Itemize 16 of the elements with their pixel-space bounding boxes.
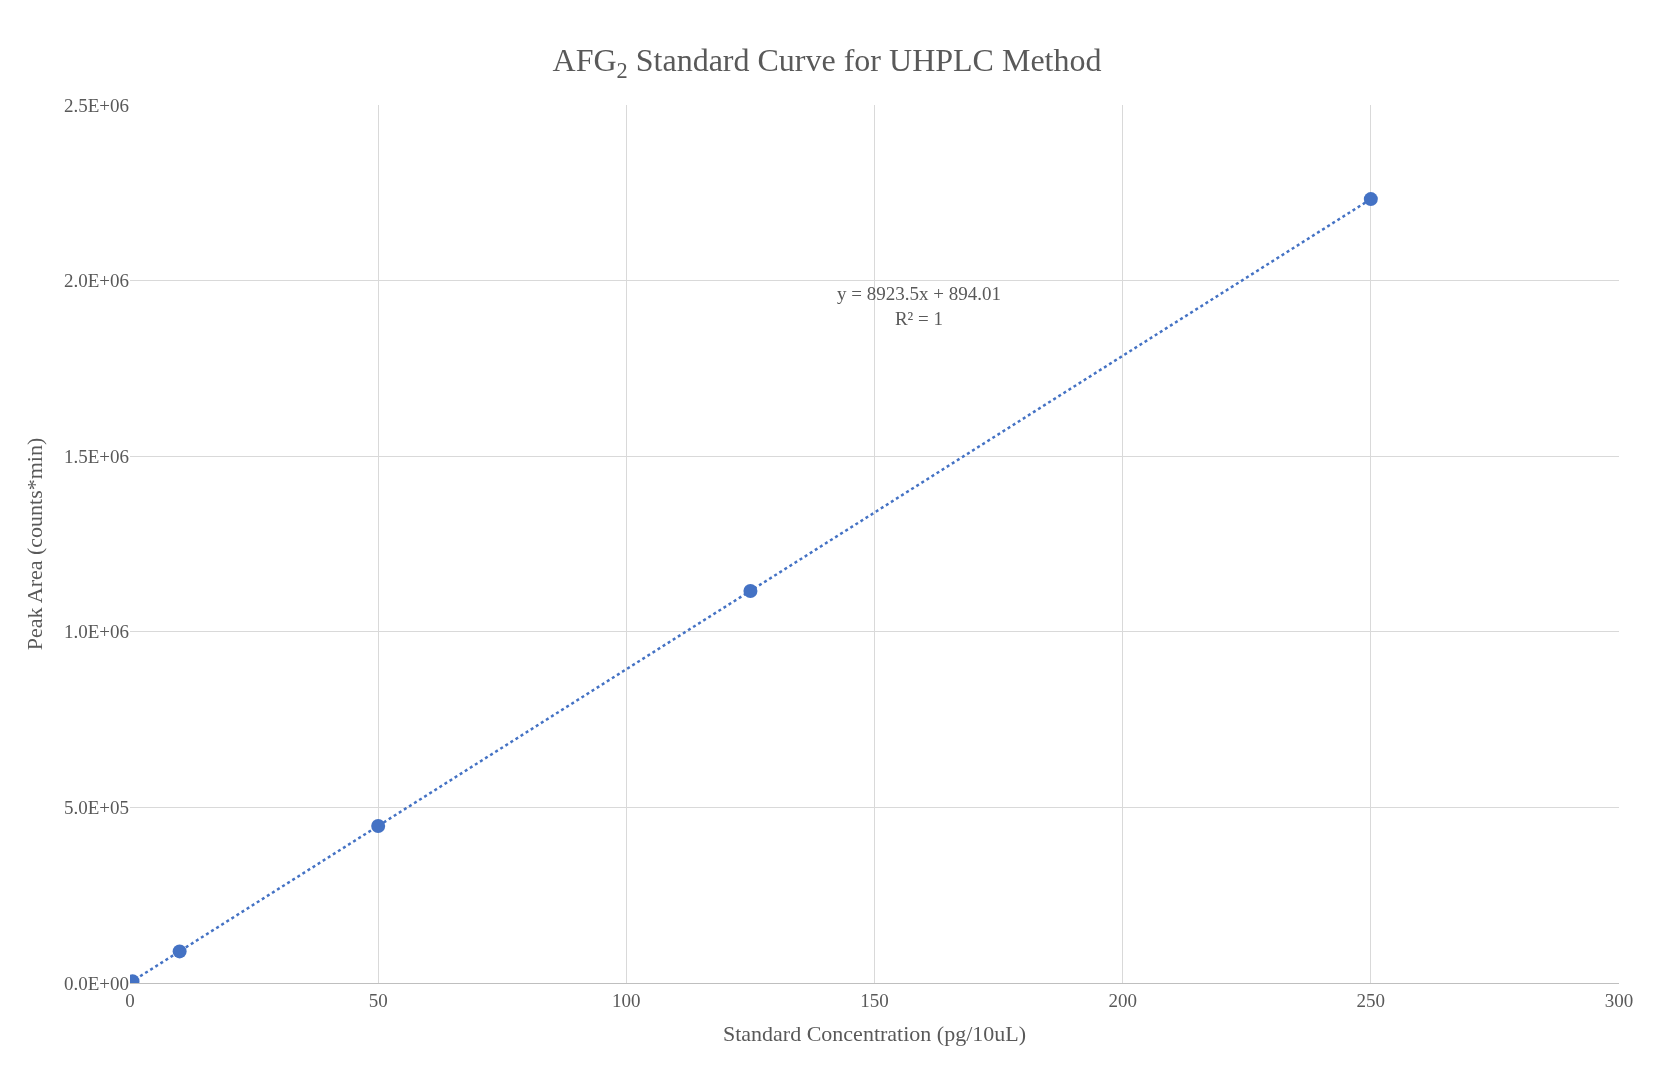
y-tick-label: 5.0E+05	[63, 797, 129, 819]
y-axis-title: Peak Area (counts*min)	[21, 437, 47, 651]
y-tick-label: 2.0E+06	[63, 270, 129, 292]
y-tick-label: 1.0E+06	[63, 621, 129, 643]
x-tick-label: 150	[860, 989, 889, 1011]
point	[1363, 192, 1378, 207]
y-tick-label: 2.5E+06	[63, 94, 129, 116]
annotation: y = 8923.5x + 894.01 R² = 1	[837, 283, 1001, 329]
x-tick-label: 300	[1604, 989, 1634, 1011]
y-tick-label: 1.5E+06	[63, 445, 129, 467]
x-axis-title: Standard Concentration (pg/10uL)	[722, 1020, 1027, 1046]
x-tick-label: 250	[1356, 989, 1386, 1011]
chart-title: AFG$_{2}$ Standard Curve for UHPLC Method	[552, 42, 1102, 83]
x-tick-label: 50	[368, 989, 388, 1011]
x-tick-label: 100	[612, 989, 641, 1011]
x-tick-label: 200	[1108, 989, 1137, 1011]
